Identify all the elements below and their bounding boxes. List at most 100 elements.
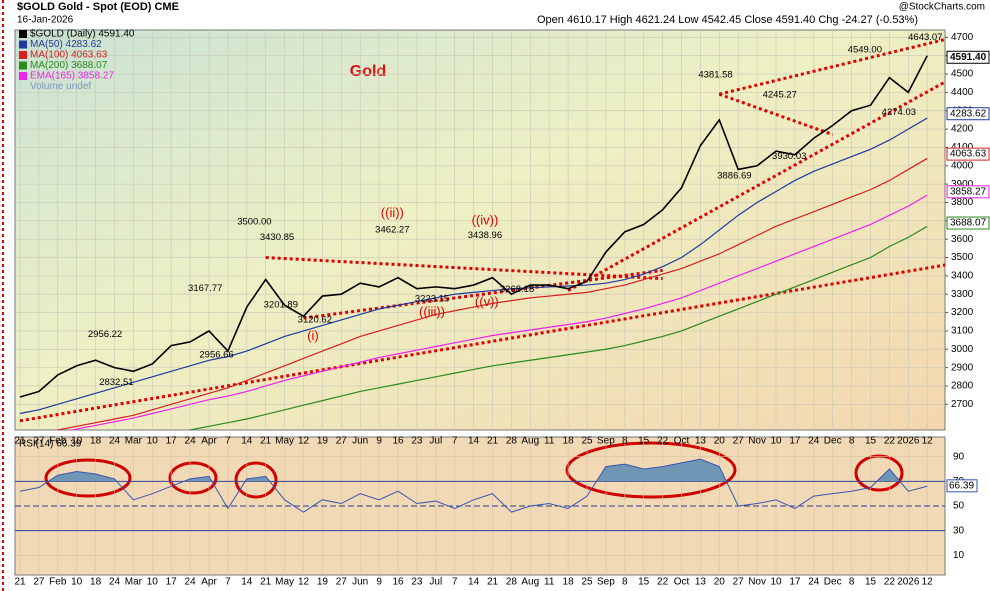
price-tag-label: 4591.40 (950, 52, 987, 63)
x-tick-label: 23 (411, 436, 423, 447)
source: @StockCharts.com (899, 2, 985, 13)
legend-swatch (19, 72, 27, 80)
legend-label: EMA(165) 3858.27 (30, 71, 114, 82)
price-tag-label: 3688.07 (950, 218, 987, 229)
price-annotation: 3462.27 (375, 225, 409, 236)
trendline (19, 263, 945, 423)
x-tick-label: Oct (674, 436, 690, 447)
x-tick-label: 8 (622, 436, 628, 447)
x-tick-label: 27 (733, 436, 745, 447)
y-tick-label: 3800 (951, 197, 974, 208)
x-tick-label: Jun (352, 436, 368, 447)
rsi-legend: RSI(14) 66.39 (19, 439, 82, 450)
wave-label: ((v)) (475, 294, 499, 309)
x-tick-label: 2026 (897, 436, 920, 447)
x-tick-label: 24 (109, 436, 121, 447)
x-tick-label: 13 (695, 577, 707, 588)
y-tick-label: 3300 (951, 289, 974, 300)
x-tick-label: Jul (429, 577, 442, 588)
wave-label: ((iii)) (419, 304, 445, 319)
x-tick-label: 10 (770, 436, 782, 447)
x-tick-label: 10 (147, 436, 159, 447)
x-tick-label: 17 (166, 436, 178, 447)
x-tick-label: Nov (748, 577, 766, 588)
y-tick-label: 4200 (951, 124, 974, 135)
price-tag (946, 185, 990, 199)
x-tick-label: 17 (166, 577, 178, 588)
x-tick-label: 8 (622, 577, 628, 588)
x-tick-label: Feb (49, 577, 67, 588)
price-annotation: 2956.66 (199, 349, 233, 360)
price-tag-label: 4063.63 (950, 149, 987, 160)
price-plot (15, 30, 945, 430)
x-tick-label: 12 (922, 436, 934, 447)
x-tick-label: 11 (544, 577, 555, 588)
rsi-tag-label: 66.39 (949, 480, 974, 491)
x-tick-label: 10 (71, 577, 83, 588)
x-tick-label: May (275, 577, 294, 588)
x-tick-label: 22 (884, 436, 896, 447)
x-tick-label: 20 (714, 436, 726, 447)
price-annotation: 4643.07 (908, 32, 942, 43)
ma-line (186, 225, 928, 430)
x-tick-label: 27 (336, 436, 348, 447)
rsi-tick-label: 90 (953, 451, 965, 462)
x-tick-label: 14 (468, 577, 480, 588)
y-tick-label: 3000 (951, 344, 974, 355)
x-tick-label: 14 (241, 436, 253, 447)
y-tick-label: 3100 (951, 326, 974, 337)
legend-swatch (19, 61, 27, 70)
y-tick-label: 4400 (951, 87, 974, 98)
x-tick-label: 25 (581, 436, 593, 447)
rsi-line (19, 458, 928, 513)
ma-line (68, 194, 928, 430)
rsi-tick-label: 30 (953, 525, 965, 536)
x-tick-label: 20 (714, 577, 726, 588)
x-tick-label: 22 (884, 577, 896, 588)
x-tick-label: 27 (33, 436, 45, 447)
x-tick-label: Sep (597, 436, 615, 447)
x-tick-label: 23 (411, 577, 423, 588)
x-tick-label: 15 (865, 577, 877, 588)
x-tick-label: 14 (468, 436, 480, 447)
ma-line (19, 117, 928, 415)
x-tick-label: 13 (695, 436, 707, 447)
legend-swatch (19, 30, 27, 38)
trendline (718, 37, 945, 96)
x-tick-label: 7 (452, 436, 458, 447)
x-tick-label: 21 (260, 436, 272, 447)
x-tick-label: 8 (849, 436, 855, 447)
x-tick-label: 28 (506, 436, 518, 447)
trendline (567, 80, 945, 292)
trendline (718, 92, 834, 137)
y-tick-label: 4700 (951, 32, 974, 43)
y-tick-label: 4500 (951, 69, 974, 80)
legend-label: MA(100) 4063.63 (30, 50, 108, 61)
x-tick-label: 10 (770, 577, 782, 588)
x-tick-label: 12 (298, 577, 310, 588)
x-tick-label: Jun (352, 577, 368, 588)
x-tick-label: 2026 (897, 577, 920, 588)
rsi-plot (15, 437, 945, 575)
price-annotation: 3268.18 (500, 284, 534, 295)
wave-label: ((ii)) (381, 205, 404, 220)
x-tick-label: 8 (849, 577, 855, 588)
price-annotation: 3167.77 (188, 283, 222, 294)
price-annotation: 3430.85 (260, 232, 294, 243)
wave-label: ((iv)) (472, 212, 499, 227)
legend-label: $GOLD (Daily) 4591.40 (30, 29, 135, 40)
x-tick-label: 21 (487, 577, 499, 588)
x-tick-label: 25 (581, 577, 593, 588)
x-tick-label: Aug (521, 577, 539, 588)
price-panel (14, 29, 946, 431)
price-annotation: 2832.51 (99, 377, 133, 388)
x-tick-label: Apr (201, 436, 217, 447)
x-tick-label: 22 (657, 436, 669, 447)
y-tick-label: 3400 (951, 271, 974, 282)
x-tick-label: 17 (789, 436, 801, 447)
y-tick-label: 3200 (951, 307, 974, 318)
x-tick-label: Jul (429, 436, 442, 447)
legend-swatch (19, 40, 27, 49)
date: 16-Jan-2026 (17, 15, 74, 26)
x-tick-label: 27 (33, 577, 45, 588)
